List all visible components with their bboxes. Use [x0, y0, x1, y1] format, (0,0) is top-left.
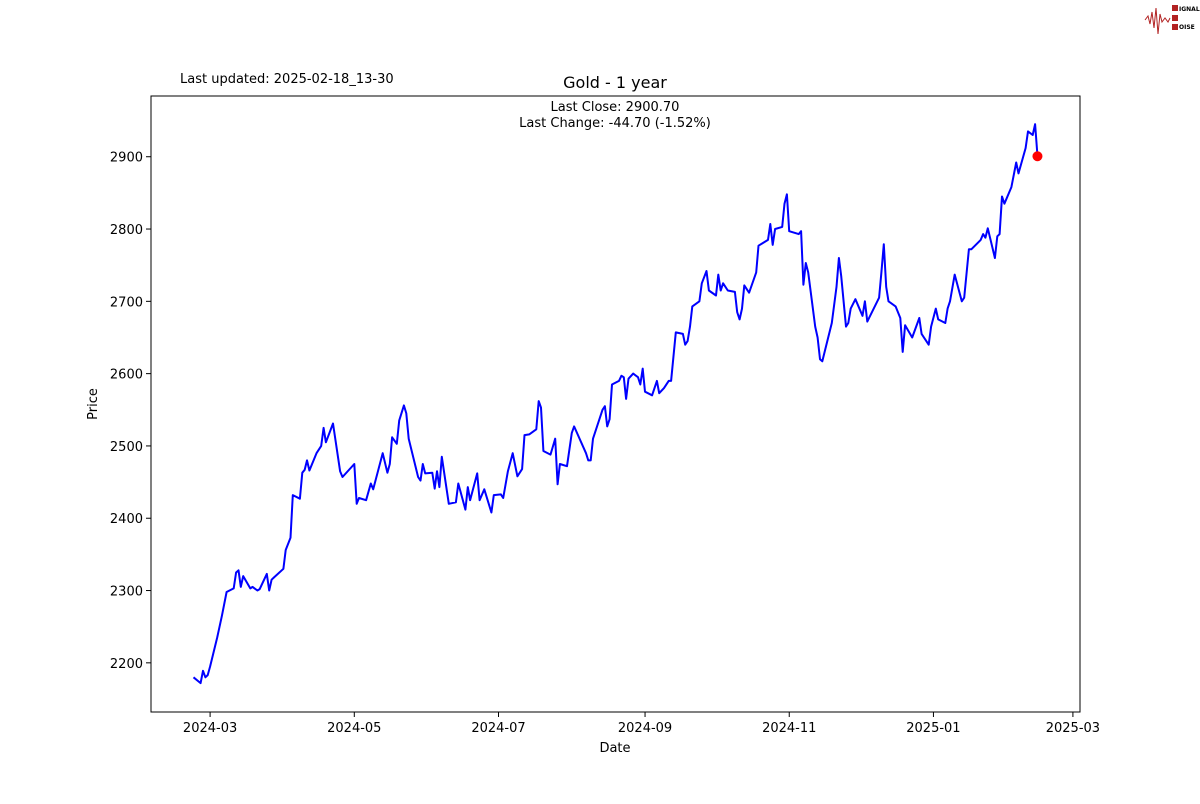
last-close-marker — [1032, 151, 1043, 162]
logo: IGNAL OISE — [1144, 5, 1200, 35]
x-axis-label: Date — [599, 741, 630, 756]
y-tick-label: 2200 — [110, 657, 143, 672]
y-tick-label: 2800 — [110, 223, 143, 238]
last-updated-label: Last updated: 2025-02-18_13-30 — [180, 72, 394, 87]
y-tick-label: 2400 — [110, 512, 143, 527]
chart-title: Gold - 1 year — [563, 73, 667, 92]
y-tick-label: 2900 — [110, 151, 143, 166]
annotation-last-close: Last Close: 2900.70 — [551, 100, 680, 115]
x-tick-label: 2024-11 — [762, 721, 816, 736]
y-tick-label: 2500 — [110, 440, 143, 455]
y-tick-label: 2300 — [110, 585, 143, 600]
x-tick-label: 2025-01 — [906, 721, 960, 736]
y-tick-label: 2700 — [110, 295, 143, 310]
x-tick-label: 2024-07 — [471, 721, 525, 736]
x-tick-label: 2025-03 — [1046, 721, 1100, 736]
svg-text:OISE: OISE — [1179, 24, 1195, 31]
series-line-gold — [192, 123, 1039, 685]
x-tick-label: 2024-05 — [327, 721, 381, 736]
plot-area — [150, 95, 1081, 713]
x-tick-label: 2024-03 — [183, 721, 237, 736]
logo-waveform-icon — [1144, 7, 1171, 35]
y-tick-label: 2600 — [110, 368, 143, 383]
y-axis-label: Price — [86, 388, 101, 420]
y-axis-ticks: 2200 2300 2400 2500 2600 2700 2800 2900 — [110, 151, 151, 672]
annotation-last-change: Last Change: -44.70 (-1.52%) — [519, 116, 711, 131]
svg-text:IGNAL: IGNAL — [1179, 6, 1200, 13]
x-axis-ticks: 2024-03 2024-05 2024-07 2024-09 2024-11 2025-… — [183, 712, 1100, 736]
x-tick-label: 2024-09 — [618, 721, 672, 736]
